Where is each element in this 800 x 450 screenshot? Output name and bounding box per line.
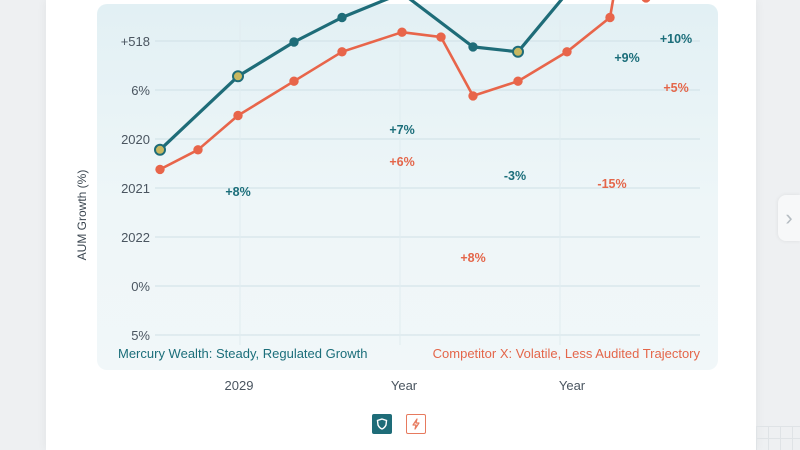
y-tick-label: 2022	[121, 230, 150, 245]
data-point-teal	[512, 45, 524, 58]
next-arrow-icon[interactable]: ›	[778, 195, 800, 241]
y-tick-label: 5%	[131, 328, 150, 343]
data-label: -3%	[504, 169, 526, 183]
data-point-red	[397, 27, 407, 37]
data-point-red	[193, 145, 203, 155]
data-label: -15%	[597, 177, 626, 191]
bolt-icon[interactable]	[406, 414, 426, 434]
data-point-red	[513, 76, 523, 86]
data-point-red	[436, 32, 446, 42]
x-tick-label: Year	[559, 378, 586, 393]
bolt-icon-glyph	[412, 418, 420, 430]
data-point-red	[468, 91, 478, 101]
x-tick-label: 2029	[225, 378, 254, 393]
x-tick-label: Year	[391, 378, 418, 393]
y-tick-label: 0%	[131, 279, 150, 294]
data-point-red	[233, 110, 243, 121]
data-point-red	[641, 0, 651, 3]
plot-area	[97, 4, 718, 370]
data-label: +10%	[660, 32, 692, 46]
data-point-teal	[468, 42, 478, 52]
data-point-red	[605, 12, 615, 23]
y-tick-label: 2021	[121, 181, 150, 196]
data-point-red	[289, 76, 299, 86]
data-point-teal	[289, 37, 299, 47]
data-label: +8%	[225, 185, 250, 199]
series-line-teal	[158, 0, 564, 151]
data-point-red	[562, 47, 572, 57]
y-tick-label: +518	[121, 34, 150, 49]
data-point-red	[337, 47, 347, 57]
data-point-teal	[337, 12, 347, 23]
data-point-teal	[232, 70, 244, 83]
shield-icon[interactable]	[372, 414, 392, 434]
y-tick-label: 6%	[131, 83, 150, 98]
series-line-red	[159, 0, 615, 171]
data-point-red	[155, 164, 165, 175]
data-label: +7%	[389, 123, 414, 137]
data-label: +8%	[460, 251, 485, 265]
grid-decoration	[756, 426, 800, 450]
shield-icon-glyph	[376, 418, 388, 430]
legend-red: Competitor X: Volatile, Less Audited Tra…	[433, 346, 701, 361]
y-tick-label: 2020	[121, 132, 150, 147]
legend-teal: Mercury Wealth: Steady, Regulated Growth	[118, 346, 368, 361]
data-label: +6%	[389, 155, 414, 169]
y-axis-label: AUM Growth (%)	[75, 170, 89, 261]
data-label: +9%	[614, 51, 639, 65]
data-label: +5%	[663, 81, 688, 95]
data-point-teal	[154, 143, 166, 156]
